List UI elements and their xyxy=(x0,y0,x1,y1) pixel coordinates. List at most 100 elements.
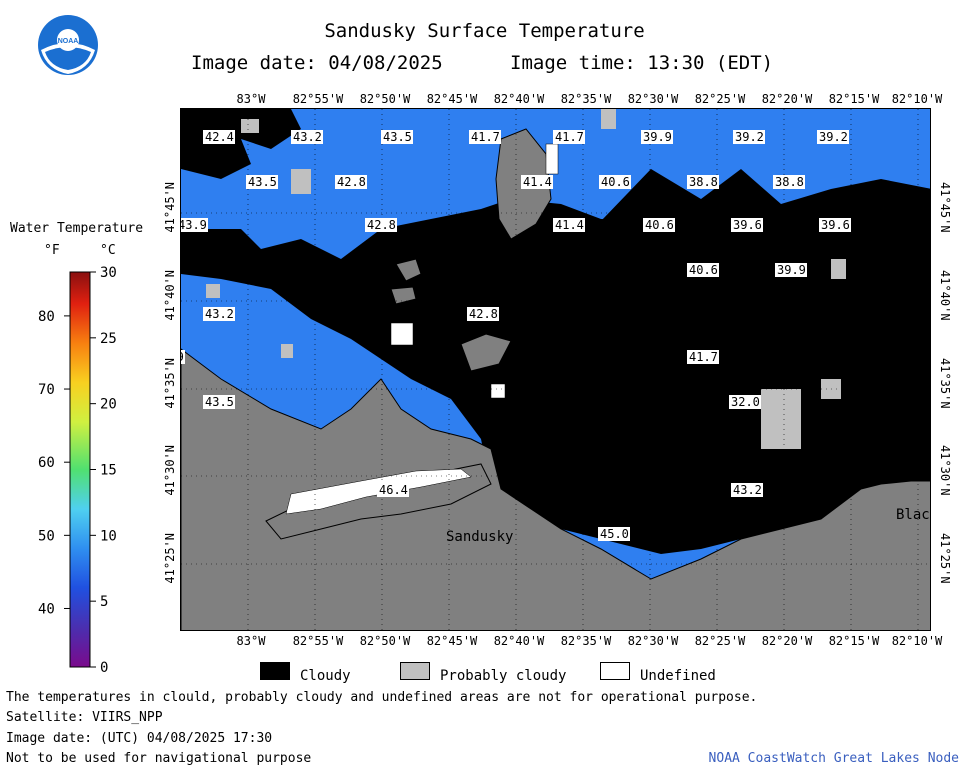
lon-label-top-9: 82°15'W xyxy=(828,92,880,106)
temp-label-7: 39.2 xyxy=(817,130,849,144)
svg-text:41.7: 41.7 xyxy=(555,130,584,144)
lon-label-top-1: 82°55'W xyxy=(292,92,344,106)
lon-label-top-10: 82°10'W xyxy=(891,92,943,106)
lon-label-bottom-6: 82°30'W xyxy=(627,634,679,648)
svg-text:43.9: 43.9 xyxy=(181,350,184,364)
svg-text:39.2: 39.2 xyxy=(819,130,848,144)
lon-label-top-2: 82°50'W xyxy=(359,92,411,106)
probably-cloudy-swatch xyxy=(400,662,430,680)
legend-unit-c: °C xyxy=(100,243,116,258)
place-sandusky: Sandusky xyxy=(446,529,513,545)
temp-label-0: 42.4 xyxy=(203,130,235,144)
navigation-warning: Not to be used for navigational purpose xyxy=(6,751,312,766)
svg-text:40.6: 40.6 xyxy=(689,263,718,277)
lon-label-bottom-7: 82°25'W xyxy=(694,634,746,648)
c-tick-label-4: 20 xyxy=(100,397,117,413)
f-tick-label-0: 40 xyxy=(38,601,55,617)
f-tick-label-1: 50 xyxy=(38,528,55,544)
map-title: Sandusky Surface Temperature xyxy=(324,20,645,42)
f-tick-label-3: 70 xyxy=(38,382,55,398)
c-tick-label-2: 10 xyxy=(100,528,117,544)
credit-link[interactable]: NOAA CoastWatch Great Lakes Node xyxy=(708,751,959,766)
temp-label-3: 41.7 xyxy=(469,130,501,144)
temp-label-19: 39.6 xyxy=(819,218,851,232)
c-tick-label-3: 15 xyxy=(100,463,117,479)
lon-label-top-8: 82°20'W xyxy=(761,92,813,106)
lon-label-bottom-2: 82°50'W xyxy=(359,634,411,648)
temp-label-1: 43.2 xyxy=(291,130,323,144)
temp-label-31: 45.0 xyxy=(598,527,630,541)
legend-unit-f: °F xyxy=(44,243,60,258)
lon-label-top-5: 82°35'W xyxy=(560,92,612,106)
satellite-text: Satellite: VIIRS_NPP xyxy=(6,710,163,725)
lat-label-right-0: 41°45'N xyxy=(938,182,952,233)
cloudy-swatch xyxy=(260,662,290,680)
place-blac: Blac xyxy=(896,507,930,523)
temp-label-17: 40.6 xyxy=(643,218,675,232)
temp-label-9: 42.8 xyxy=(335,175,367,189)
lon-label-top-3: 82°45'W xyxy=(426,92,478,106)
svg-text:43.5: 43.5 xyxy=(248,175,277,189)
lon-label-bottom-9: 82°15'W xyxy=(828,634,880,648)
legend-title: Water Temperature xyxy=(10,221,144,236)
svg-text:41.4: 41.4 xyxy=(523,175,552,189)
svg-text:43.5: 43.5 xyxy=(383,130,412,144)
map-canvas: Sandusky Blac 42.4 43.2 43.5 41.7 41.7 39.9 39… xyxy=(181,109,930,630)
c-tick-label-5: 25 xyxy=(100,331,117,347)
svg-text:39.2: 39.2 xyxy=(735,130,764,144)
svg-text:41.4: 41.4 xyxy=(555,218,584,232)
svg-text:38.8: 38.8 xyxy=(689,175,718,189)
svg-text:42.8: 42.8 xyxy=(469,307,498,321)
svg-text:38.8: 38.8 xyxy=(775,175,804,189)
disclaimer-text: The temperatures in clould, probably clo… xyxy=(6,690,758,705)
temp-label-18: 39.6 xyxy=(731,218,763,232)
lat-label-right-3: 41°30'N xyxy=(938,445,952,496)
svg-text:40.6: 40.6 xyxy=(645,218,674,232)
utc-date-text: Image date: (UTC) 04/08/2025 17:30 xyxy=(6,731,273,746)
lon-label-top-6: 82°30'W xyxy=(627,92,679,106)
undefined-label: Undefined xyxy=(640,668,716,684)
temp-label-12: 38.8 xyxy=(687,175,719,189)
f-tick-label-4: 80 xyxy=(38,309,55,325)
lon-label-top-7: 82°25'W xyxy=(694,92,746,106)
temp-label-25: 43.9 xyxy=(181,350,185,364)
lon-label-bottom-0: 83°W xyxy=(236,634,266,648)
lat-label-left-3: 41°30'N xyxy=(163,445,177,496)
lon-label-bottom-4: 82°40'W xyxy=(493,634,545,648)
temp-label-24: 42.8 xyxy=(467,307,499,321)
c-tick-label-6: 30 xyxy=(100,265,117,281)
lon-label-top-0: 83°W xyxy=(236,92,266,106)
svg-text:41.7: 41.7 xyxy=(471,130,500,144)
lon-label-bottom-8: 82°20'W xyxy=(761,634,813,648)
svg-text:42.8: 42.8 xyxy=(367,218,396,232)
temp-label-30: 43.2 xyxy=(731,483,763,497)
svg-text:39.6: 39.6 xyxy=(821,218,850,232)
svg-text:43.5: 43.5 xyxy=(205,395,234,409)
temp-label-16: 41.4 xyxy=(553,218,585,232)
lon-label-bottom-10: 82°10'W xyxy=(891,634,943,648)
lat-label-left-4: 41°25'N xyxy=(163,533,177,584)
image-time: Image time: 13:30 (EDT) xyxy=(510,52,774,74)
noaa-logo: NOAA xyxy=(38,15,98,75)
temp-label-6: 39.2 xyxy=(733,130,765,144)
svg-text:41.7: 41.7 xyxy=(689,350,718,364)
svg-text:45.0: 45.0 xyxy=(600,527,629,541)
probably-cloudy-label: Probably cloudy xyxy=(440,668,567,684)
temp-label-2: 43.5 xyxy=(381,130,413,144)
temp-label-11: 40.6 xyxy=(599,175,631,189)
c-tick-label-1: 5 xyxy=(100,594,108,610)
svg-text:43.2: 43.2 xyxy=(293,130,322,144)
temp-label-13: 38.8 xyxy=(773,175,805,189)
svg-text:42.4: 42.4 xyxy=(205,130,234,144)
lon-label-top-4: 82°40'W xyxy=(493,92,545,106)
temp-label-15: 42.8 xyxy=(365,218,397,232)
f-tick-label-2: 60 xyxy=(38,455,55,471)
svg-text:40.6: 40.6 xyxy=(601,175,630,189)
temp-label-8: 43.5 xyxy=(246,175,278,189)
probably-cloudy-patches xyxy=(206,109,846,449)
lon-label-bottom-1: 82°55'W xyxy=(292,634,344,648)
temp-label-14: 43.9 xyxy=(181,218,208,232)
undefined-swatch xyxy=(600,662,630,680)
temp-label-10: 41.4 xyxy=(521,175,553,189)
svg-text:39.6: 39.6 xyxy=(733,218,762,232)
